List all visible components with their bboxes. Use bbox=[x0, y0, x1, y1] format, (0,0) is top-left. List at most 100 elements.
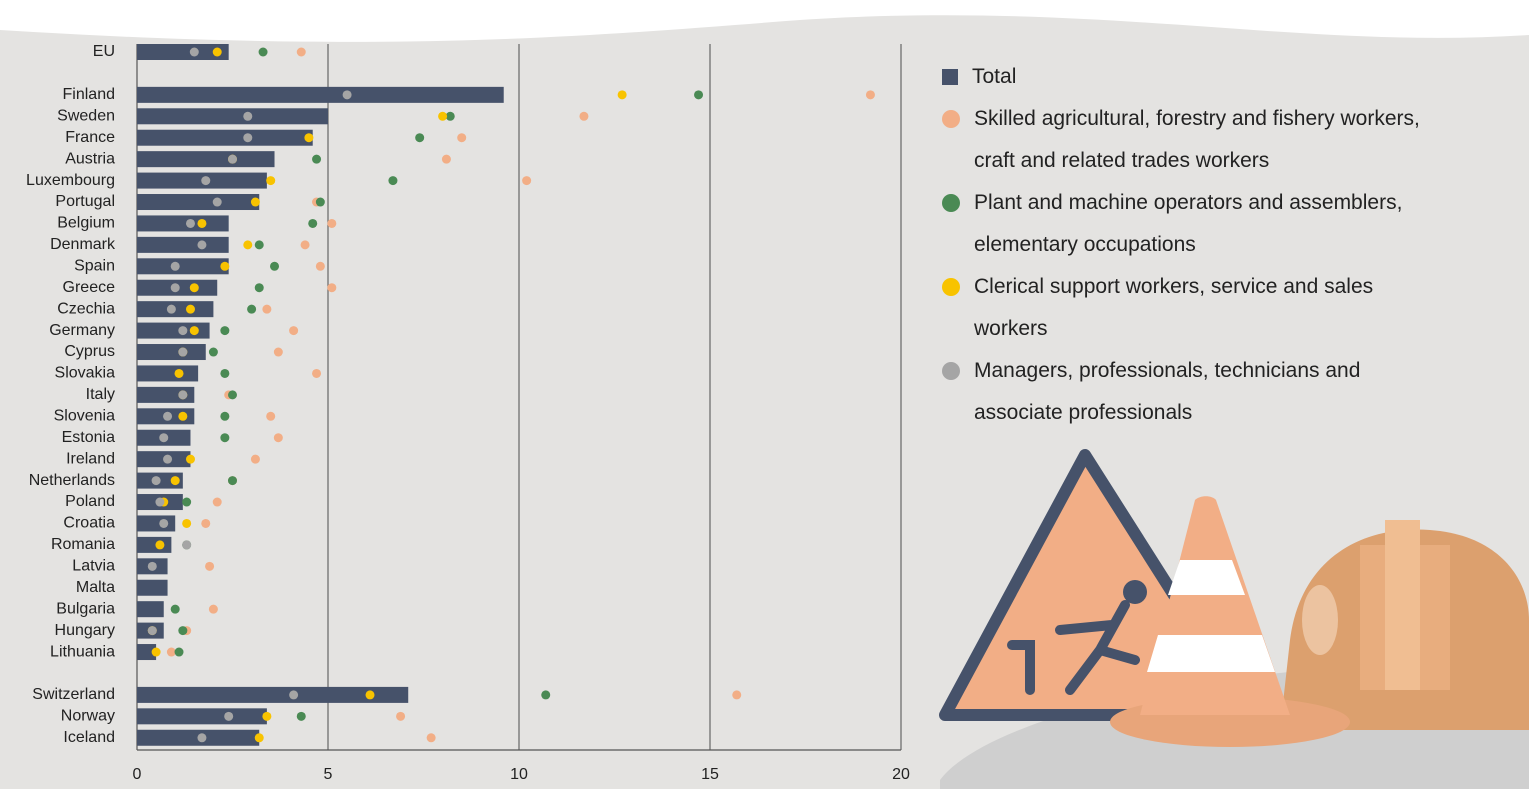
illustration bbox=[939, 449, 1529, 747]
dot bbox=[212, 47, 222, 57]
bar bbox=[137, 258, 229, 275]
dot bbox=[270, 261, 280, 271]
dot bbox=[415, 133, 425, 143]
y-tick-label: Croatia bbox=[63, 515, 115, 532]
dot bbox=[166, 304, 176, 314]
y-tick-label: Italy bbox=[86, 386, 115, 403]
y-tick-label: EU bbox=[93, 43, 115, 60]
y-tick-label: Bulgaria bbox=[56, 600, 115, 617]
y-tick-label: Austria bbox=[65, 150, 115, 167]
dot bbox=[170, 604, 180, 614]
y-tick-label: Cyprus bbox=[64, 343, 115, 360]
dot bbox=[541, 690, 551, 700]
bar bbox=[137, 536, 172, 553]
dot bbox=[247, 304, 257, 314]
dot bbox=[327, 218, 337, 228]
dot bbox=[220, 261, 230, 271]
dot bbox=[441, 154, 451, 164]
y-tick-label: Iceland bbox=[63, 729, 115, 746]
x-tick-label: 10 bbox=[510, 766, 528, 783]
dot bbox=[220, 368, 230, 378]
dot bbox=[694, 90, 704, 100]
dot bbox=[228, 154, 237, 164]
background-wave bbox=[0, 0, 1529, 42]
dot bbox=[151, 647, 161, 657]
dot bbox=[197, 240, 207, 250]
dot bbox=[258, 47, 268, 57]
bar bbox=[137, 686, 409, 703]
dot bbox=[228, 476, 237, 486]
dot bbox=[312, 368, 322, 378]
y-tick-label: Slovakia bbox=[55, 365, 116, 382]
y-tick-label: Greece bbox=[63, 279, 116, 296]
bar bbox=[137, 708, 267, 725]
legend-swatch bbox=[942, 194, 960, 212]
dot bbox=[243, 240, 253, 250]
y-tick-label: Estonia bbox=[62, 429, 115, 446]
dot bbox=[445, 111, 455, 121]
dot bbox=[170, 261, 180, 271]
y-tick-label: Norway bbox=[61, 708, 115, 725]
y-tick-label: Spain bbox=[74, 258, 115, 275]
dot bbox=[208, 347, 218, 357]
bar bbox=[137, 344, 206, 361]
dot bbox=[243, 133, 253, 143]
dot bbox=[220, 411, 230, 421]
x-tick-label: 0 bbox=[133, 766, 142, 783]
dot bbox=[396, 711, 406, 721]
dot bbox=[166, 647, 176, 657]
dot bbox=[178, 390, 188, 400]
y-tick-label: Malta bbox=[76, 579, 115, 596]
dot bbox=[212, 497, 222, 507]
dot bbox=[273, 433, 283, 443]
bar bbox=[137, 322, 210, 339]
dot bbox=[457, 133, 467, 143]
dot bbox=[296, 711, 306, 721]
bar bbox=[137, 215, 229, 232]
bar bbox=[137, 365, 199, 382]
dot bbox=[212, 197, 222, 207]
bar bbox=[137, 386, 195, 403]
dot bbox=[147, 626, 157, 636]
legend-item: Managers, professionals, technicians and… bbox=[940, 350, 1420, 434]
bar bbox=[137, 515, 176, 532]
dot bbox=[315, 197, 325, 207]
dot bbox=[342, 90, 352, 100]
y-tick-label: Netherlands bbox=[29, 472, 115, 489]
dot bbox=[254, 283, 264, 293]
dot bbox=[197, 733, 207, 743]
legend-swatch bbox=[942, 69, 958, 85]
dot bbox=[208, 604, 218, 614]
bar bbox=[137, 236, 229, 253]
dot bbox=[174, 647, 184, 657]
dot bbox=[266, 176, 276, 186]
dot bbox=[220, 433, 230, 443]
bar bbox=[137, 194, 260, 211]
dot bbox=[579, 111, 589, 121]
x-tick-label: 5 bbox=[324, 766, 333, 783]
bar bbox=[137, 601, 164, 618]
dot bbox=[147, 561, 157, 571]
dot bbox=[426, 733, 436, 743]
dot bbox=[254, 240, 264, 250]
dot bbox=[308, 218, 318, 228]
dot bbox=[617, 90, 627, 100]
dot bbox=[224, 711, 234, 721]
dot bbox=[170, 283, 180, 293]
legend-label: Clerical support workers, service and sa… bbox=[974, 275, 1374, 340]
y-tick-label: Czechia bbox=[57, 300, 115, 317]
dot bbox=[365, 690, 375, 700]
dot bbox=[262, 304, 272, 314]
dot bbox=[155, 540, 165, 550]
dot bbox=[865, 90, 875, 100]
dot bbox=[178, 626, 188, 636]
dot bbox=[438, 111, 448, 121]
bar bbox=[137, 644, 157, 661]
dot bbox=[189, 326, 199, 336]
y-tick-label: Germany bbox=[49, 322, 115, 339]
dot bbox=[163, 411, 173, 421]
bar bbox=[137, 108, 328, 125]
dot bbox=[254, 733, 264, 743]
x-tick-label: 20 bbox=[892, 766, 910, 783]
